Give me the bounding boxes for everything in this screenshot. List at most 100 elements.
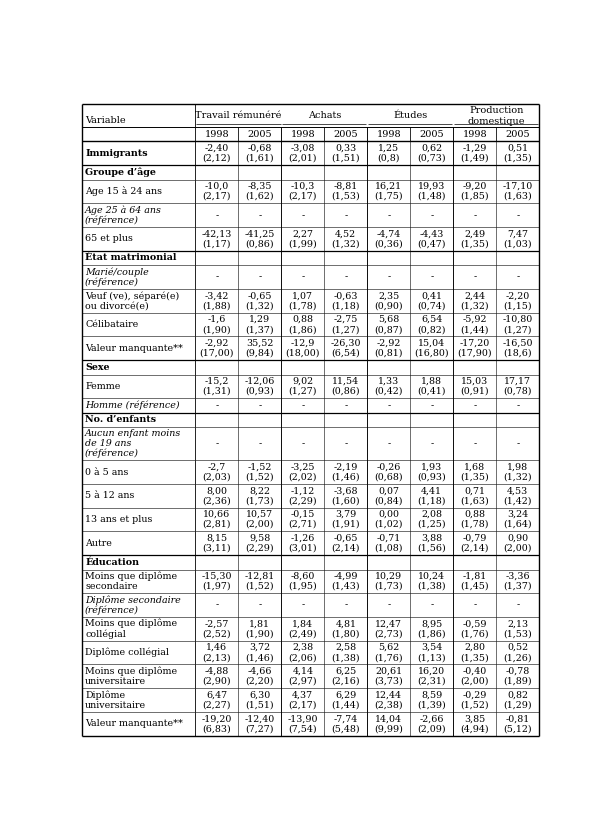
Text: -0,81
(5,12): -0,81 (5,12) xyxy=(504,715,532,733)
Text: 1,29
(1,37): 1,29 (1,37) xyxy=(245,315,274,334)
Text: Aucun enfant moins
de 19 ans
(référence): Aucun enfant moins de 19 ans (référence) xyxy=(85,429,181,458)
Text: -13,90
(7,54): -13,90 (7,54) xyxy=(288,715,318,733)
Text: -8,81
(1,53): -8,81 (1,53) xyxy=(331,182,360,201)
Text: -5,92
(1,44): -5,92 (1,44) xyxy=(461,315,489,334)
Text: -: - xyxy=(430,601,433,609)
Text: -3,36
(1,37): -3,36 (1,37) xyxy=(504,572,532,591)
Text: -: - xyxy=(344,211,347,220)
Text: 16,20
(2,31): 16,20 (2,31) xyxy=(418,666,446,686)
Text: 2,35
(0,90): 2,35 (0,90) xyxy=(375,291,403,310)
Text: Diplôme secondaire
(référence): Diplôme secondaire (référence) xyxy=(85,595,181,615)
Text: -3,25
(2,02): -3,25 (2,02) xyxy=(288,462,317,481)
Text: 3,79
(1,91): 3,79 (1,91) xyxy=(331,510,360,529)
Text: -2,40
(2,12): -2,40 (2,12) xyxy=(202,144,231,163)
Text: 4,81
(1,80): 4,81 (1,80) xyxy=(331,619,360,638)
Text: 1,25
(0,8): 1,25 (0,8) xyxy=(378,144,400,163)
Text: 2,44
(1,32): 2,44 (1,32) xyxy=(461,291,489,310)
Text: -41,25
(0,86): -41,25 (0,86) xyxy=(245,229,275,248)
Text: 11,54
(0,86): 11,54 (0,86) xyxy=(331,377,360,396)
Text: 6,29
(1,44): 6,29 (1,44) xyxy=(331,691,360,710)
Text: -: - xyxy=(301,601,304,609)
Text: 2,58
(1,38): 2,58 (1,38) xyxy=(331,643,360,662)
Text: -: - xyxy=(430,272,433,281)
Text: -: - xyxy=(301,401,304,410)
Text: Homme (référence): Homme (référence) xyxy=(85,401,179,410)
Text: 0 à 5 ans: 0 à 5 ans xyxy=(85,467,128,476)
Text: 10,66
(2,81): 10,66 (2,81) xyxy=(202,510,231,529)
Text: -17,10
(1,63): -17,10 (1,63) xyxy=(502,182,533,201)
Text: -: - xyxy=(387,272,390,281)
Text: -0,79
(2,14): -0,79 (2,14) xyxy=(461,534,489,553)
Text: 16,21
(1,75): 16,21 (1,75) xyxy=(375,182,403,201)
Text: -2,57
(2,52): -2,57 (2,52) xyxy=(202,619,231,638)
Text: -8,35
(1,62): -8,35 (1,62) xyxy=(245,182,274,201)
Text: -3,68
(1,60): -3,68 (1,60) xyxy=(331,486,360,505)
Text: -4,99
(1,43): -4,99 (1,43) xyxy=(331,572,360,591)
Text: 0,62
(0,73): 0,62 (0,73) xyxy=(418,144,446,163)
Text: Valeur manquante**: Valeur manquante** xyxy=(85,720,183,728)
Text: -0,15
(2,71): -0,15 (2,71) xyxy=(288,510,317,529)
Text: 3,54
(1,13): 3,54 (1,13) xyxy=(418,643,446,662)
Text: 3,88
(1,56): 3,88 (1,56) xyxy=(418,534,446,553)
Text: 19,93
(1,48): 19,93 (1,48) xyxy=(418,182,446,201)
Text: 0,88
(1,86): 0,88 (1,86) xyxy=(288,315,317,334)
Text: -15,2
(1,31): -15,2 (1,31) xyxy=(202,377,231,396)
Text: -: - xyxy=(473,211,476,220)
Text: 5,62
(1,76): 5,62 (1,76) xyxy=(375,643,403,662)
Text: 0,88
(1,78): 0,88 (1,78) xyxy=(461,510,489,529)
Text: 2,80
(1,35): 2,80 (1,35) xyxy=(461,643,489,662)
Text: -: - xyxy=(258,401,261,410)
Text: 1998: 1998 xyxy=(462,130,487,139)
Text: -: - xyxy=(387,439,390,448)
Text: 4,37
(2,17): 4,37 (2,17) xyxy=(288,691,317,710)
Text: -2,7
(2,03): -2,7 (2,03) xyxy=(202,462,231,481)
Text: -: - xyxy=(215,601,219,609)
Text: 0,51
(1,35): 0,51 (1,35) xyxy=(504,144,532,163)
Text: -1,29
(1,49): -1,29 (1,49) xyxy=(461,144,489,163)
Text: 5 à 12 ans: 5 à 12 ans xyxy=(85,491,135,500)
Text: 2005: 2005 xyxy=(247,130,272,139)
Text: 2,13
(1,53): 2,13 (1,53) xyxy=(504,619,532,638)
Text: -0,71
(1,08): -0,71 (1,08) xyxy=(375,534,403,553)
Text: -: - xyxy=(258,601,261,609)
Text: -: - xyxy=(344,601,347,609)
Text: -2,66
(2,09): -2,66 (2,09) xyxy=(418,715,446,733)
Text: 4,53
(1,42): 4,53 (1,42) xyxy=(504,486,532,505)
Text: -10,3
(2,17): -10,3 (2,17) xyxy=(288,182,317,201)
Text: 3,24
(1,64): 3,24 (1,64) xyxy=(504,510,532,529)
Text: Moins que diplôme
collégial: Moins que diplôme collégial xyxy=(85,619,177,639)
Text: 13 ans et plus: 13 ans et plus xyxy=(85,515,153,524)
Text: -4,74
(0,36): -4,74 (0,36) xyxy=(375,229,403,248)
Text: -0,26
(0,68): -0,26 (0,68) xyxy=(375,462,403,481)
Text: -: - xyxy=(516,401,519,410)
Text: -: - xyxy=(258,272,261,281)
Text: -12,9
(18,00): -12,9 (18,00) xyxy=(285,339,320,358)
Text: 6,54
(0,82): 6,54 (0,82) xyxy=(418,315,446,334)
Text: 1,46
(2,13): 1,46 (2,13) xyxy=(202,643,231,662)
Text: -0,65
(1,32): -0,65 (1,32) xyxy=(245,291,274,310)
Text: 20,61
(3,73): 20,61 (3,73) xyxy=(375,666,403,686)
Text: Autre: Autre xyxy=(85,539,112,548)
Text: 12,44
(2,38): 12,44 (2,38) xyxy=(375,691,403,710)
Text: 2005: 2005 xyxy=(505,130,530,139)
Text: 2,49
(1,35): 2,49 (1,35) xyxy=(461,229,489,248)
Text: -4,43
(0,47): -4,43 (0,47) xyxy=(418,229,446,248)
Text: -: - xyxy=(516,211,519,220)
Text: -12,81
(1,52): -12,81 (1,52) xyxy=(245,572,275,591)
Text: 0,82
(1,29): 0,82 (1,29) xyxy=(504,691,532,710)
Text: Sexe: Sexe xyxy=(85,363,110,372)
Text: 8,59
(1,39): 8,59 (1,39) xyxy=(418,691,446,710)
Text: -: - xyxy=(215,401,219,410)
Text: Valeur manquante**: Valeur manquante** xyxy=(85,344,183,353)
Text: -: - xyxy=(473,401,476,410)
Text: 3,85
(4,94): 3,85 (4,94) xyxy=(461,715,489,733)
Text: -15,30
(1,97): -15,30 (1,97) xyxy=(202,572,232,591)
Text: -2,19
(1,46): -2,19 (1,46) xyxy=(331,462,360,481)
Text: -: - xyxy=(473,272,476,281)
Text: -: - xyxy=(215,211,219,220)
Text: 8,15
(3,11): 8,15 (3,11) xyxy=(202,534,231,553)
Text: Marié/couple
(référence): Marié/couple (référence) xyxy=(85,267,149,287)
Text: 12,47
(2,73): 12,47 (2,73) xyxy=(375,619,403,638)
Text: Études: Études xyxy=(393,111,427,120)
Text: Immigrants: Immigrants xyxy=(85,149,148,158)
